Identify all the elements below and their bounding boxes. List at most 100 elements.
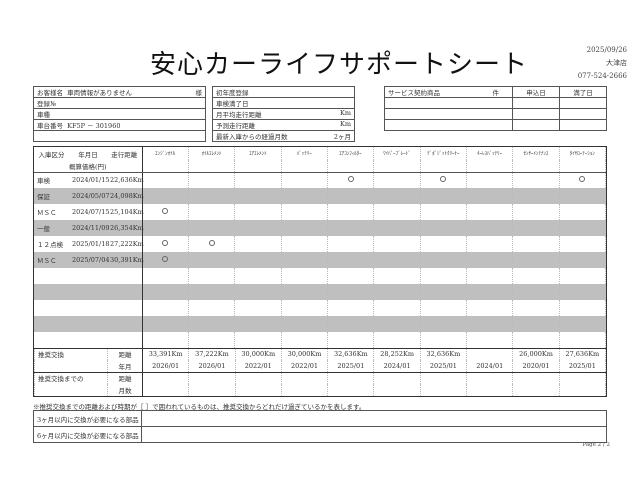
unit: Km: [339, 109, 351, 117]
elapsed-months: 2ヶ月: [333, 133, 351, 141]
chassis-number: KF5P － 301960: [67, 122, 121, 130]
part-cell: [141, 316, 189, 332]
part-cell: [187, 316, 236, 332]
forecast-distance-label: 予測走行距離: [216, 122, 255, 130]
part-cell: [373, 204, 421, 220]
entry-type: 一般: [34, 220, 69, 236]
inspection-label: 車検満了日: [212, 97, 355, 109]
recommend-cell: 32,636Km: [327, 347, 375, 360]
entry-date: 2024/01/15: [72, 176, 110, 185]
part-cell: [419, 316, 467, 332]
part-cell: [187, 268, 236, 284]
entry-date: 2025/01/18: [72, 240, 110, 248]
entry-distance: 22,636Km: [107, 172, 144, 188]
part-cell: [234, 204, 282, 220]
part-cell: [187, 204, 236, 220]
part-cell: [234, 316, 282, 332]
history-row: 一般 2024/11/09 26,354Km: [34, 220, 607, 236]
recommend-cell: [558, 371, 607, 384]
part-cell: [512, 300, 560, 316]
part-cell: [234, 172, 282, 188]
part-cell: [373, 268, 421, 284]
entry-distance: 25,104Km: [107, 204, 144, 220]
entry-type: [34, 284, 69, 300]
part-cell: [465, 252, 514, 268]
recommend-cell: 2025/01: [419, 360, 468, 372]
part-cell: [419, 236, 467, 252]
part-cell: [141, 236, 189, 252]
part-cell: [141, 284, 189, 300]
part-cell: [141, 220, 189, 236]
entry-type: [34, 268, 69, 284]
part-cell: [187, 284, 236, 300]
entry-date: [69, 268, 107, 284]
part-header: ｴｱｺﾝﾌｨﾙﾀｰ: [326, 147, 375, 160]
part-cell: [558, 220, 607, 236]
recommend-cell: [280, 371, 329, 384]
part-cell: [558, 204, 607, 220]
shop-info: 2025/09/26 大津店 077-524-2666: [578, 44, 627, 83]
recommend-cell: 2024/01: [466, 360, 514, 372]
part-cell: [326, 252, 375, 268]
part-cell: [141, 268, 189, 284]
header-row: 入庫区分 年月日 走行距離 ｴﾝｼﾞﾝｵｲﾙ ｵｲﾙｴﾚﾒﾝﾄ ｴｱｴﾚﾒﾝﾄ ﾊﾞｯﾃﾘｰ…: [34, 147, 607, 160]
row-label: 推奨交換までの: [34, 371, 108, 384]
recommend-cell: 2026/01: [141, 360, 190, 372]
page-title: 安心カーライフサポートシート: [150, 50, 529, 80]
history-row: ＭＳＣ 2024/07/15 25,104Km: [34, 204, 607, 220]
part-cell: [187, 252, 236, 268]
history-table: 入庫区分 年月日 走行距離 ｴﾝｼﾞﾝｵｲﾙ ｵｲﾙｴﾚﾒﾝﾄ ｴｱｴﾚﾒﾝﾄ ﾊﾞｯﾃﾘｰ…: [34, 147, 607, 348]
part-cell: [141, 300, 189, 316]
part-cell: [234, 300, 282, 316]
cell: [465, 160, 514, 173]
part-cell: [141, 252, 189, 268]
history-row: [34, 300, 607, 316]
part-cell: [280, 236, 328, 252]
cell: [187, 160, 236, 173]
entry-distance: 26,354Km: [107, 220, 144, 236]
part-cell: [419, 300, 467, 316]
history-row: [34, 316, 607, 332]
replaced-circle-icon: [162, 256, 169, 262]
part-cell: [465, 220, 514, 236]
entry-date: [69, 300, 107, 316]
recommend-row: 推奨交換までの 距離: [34, 371, 607, 384]
customer-name: 車両情報がありません: [67, 89, 132, 97]
recommend-cell: 30,000Km: [280, 347, 329, 360]
recommend-cell: 2025/01: [558, 360, 607, 372]
recommend-cell: 26,000Km: [512, 347, 560, 360]
part-cell: [187, 220, 236, 236]
recommend-cell: [466, 384, 514, 396]
part-cell: [373, 236, 421, 252]
part-cell: [141, 188, 189, 204]
entry-date: 2024/07/15: [72, 208, 110, 216]
price-header: 概算価格(円): [34, 160, 143, 173]
entry-type: ＭＳＣ: [34, 252, 69, 268]
recommend-cell: 2024/01: [373, 360, 421, 372]
entry-distance: [107, 316, 143, 332]
elapsed-months-label: 最新入庫からの経過月数: [216, 133, 288, 141]
part-cell: [326, 220, 375, 236]
part-cell: [419, 172, 467, 188]
part-cell: [187, 172, 236, 188]
cell: [234, 160, 282, 173]
entry-date: [69, 332, 107, 348]
recommend-cell: [419, 384, 468, 396]
part-cell: [465, 316, 514, 332]
part-cell: [326, 300, 375, 316]
part-cell: [373, 188, 421, 204]
part-cell: [326, 236, 375, 252]
part-cell: [326, 284, 375, 300]
entry-date: [69, 284, 107, 300]
monthly-distance-label: 月平均走行距離: [216, 111, 262, 119]
part-header: ﾊﾞｯﾃﾘｰ: [280, 147, 328, 160]
entry-type: [34, 316, 69, 332]
recommend-table: 推奨交換 距離 33,391Km 37,222Km 30,000Km 30,000Km 32…: [34, 347, 607, 396]
part-cell: [512, 284, 560, 300]
recommend-cell: [558, 384, 607, 396]
part-cell: [141, 204, 189, 220]
part-cell: [465, 236, 514, 252]
part-cell: [234, 332, 282, 348]
part-cell: [280, 316, 328, 332]
entry-date: 2024/05/07: [69, 188, 109, 204]
